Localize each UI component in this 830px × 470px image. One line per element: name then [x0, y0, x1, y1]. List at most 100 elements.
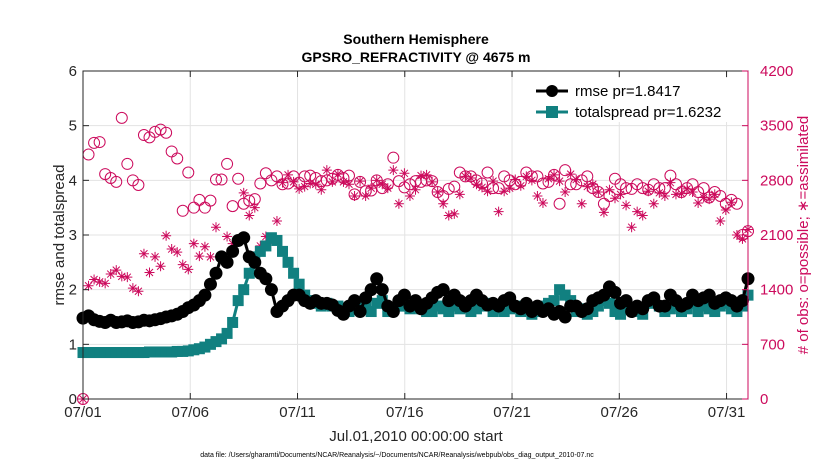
- y2-tick-label: 4200: [760, 63, 793, 80]
- assimilated-obs-marker: [693, 197, 704, 208]
- chart-title-line-1: Southern Hemisphere: [343, 31, 489, 47]
- assimilated-obs-marker: [83, 280, 94, 291]
- data-file-footnote: data file: /Users/gharamti/Documents/NCA…: [200, 452, 594, 459]
- assimilated-obs-marker: [526, 175, 537, 186]
- assimilated-obs-marker: [593, 187, 604, 198]
- assimilated-obs-marker: [438, 198, 449, 209]
- assimilated-obs-marker: [205, 251, 216, 262]
- possible-obs-marker: [121, 157, 134, 170]
- spread-marker: [149, 346, 161, 358]
- y-tick-label: 5: [69, 118, 77, 135]
- assimilated-obs-marker: [321, 165, 332, 176]
- possible-obs-marker: [403, 178, 416, 191]
- x-tick-label: 07/01: [64, 404, 102, 421]
- y2-tick-label: 3500: [760, 118, 793, 135]
- spread-marker: [277, 245, 288, 257]
- spread-marker: [271, 234, 283, 246]
- assimilated-obs-marker: [133, 286, 144, 297]
- spread-marker: [132, 347, 144, 359]
- assimilated-obs-marker: [571, 174, 582, 185]
- possible-obs-marker: [182, 166, 195, 179]
- x-axis-label: Jul.01,2010 00:00:00 start: [329, 428, 503, 445]
- assimilated-obs-marker: [715, 215, 726, 226]
- rmse-marker: [436, 283, 450, 297]
- x-tick-label: 07/31: [708, 404, 746, 421]
- assimilated-obs-marker: [116, 271, 127, 282]
- possible-obs-marker: [110, 175, 123, 188]
- spread-marker: [603, 297, 615, 309]
- assimilated-obs-marker: [427, 176, 438, 187]
- assimilated-obs-marker: [305, 178, 316, 189]
- assimilated-obs-marker: [604, 184, 615, 195]
- assimilated-obs-marker: [477, 182, 487, 193]
- spread-marker: [548, 295, 560, 307]
- spread-marker: [615, 308, 627, 320]
- y-tick-label: 3: [69, 227, 77, 244]
- rmse-marker: [370, 272, 384, 286]
- spread-marker: [443, 306, 455, 318]
- spread-marker: [709, 306, 721, 318]
- rmse-marker: [353, 305, 367, 319]
- assimilated-obs-marker: [499, 186, 510, 197]
- y2-tick-label: 700: [760, 336, 785, 353]
- x-tick-label: 07/06: [171, 404, 209, 421]
- assimilated-obs-marker: [299, 181, 310, 192]
- legend: rmse pr=1.8417 totalspread pr=1.6232: [530, 78, 745, 122]
- assimilated-obs-marker: [465, 172, 476, 183]
- possible-obs-marker: [620, 182, 633, 195]
- assimilated-obs-marker: [488, 176, 499, 187]
- possible-obs-marker: [226, 200, 239, 213]
- spread-marker: [365, 306, 377, 318]
- rmse-marker: [209, 266, 223, 280]
- assimilated-obs-marker: [283, 169, 294, 180]
- possible-obs-marker: [210, 173, 222, 186]
- assimilated-obs-marker: [355, 176, 366, 187]
- legend-rmse-marker: [546, 85, 558, 97]
- y2-axis-label: # of obs: o=possible; ∗=assimilated: [795, 116, 812, 355]
- assimilated-obs-marker: [460, 171, 471, 182]
- assimilated-obs-marker: [709, 189, 720, 200]
- assimilated-obs-marker: [332, 169, 343, 180]
- possible-obs-marker: [254, 177, 267, 190]
- assimilated-obs-marker: [482, 186, 493, 197]
- rmse-marker: [658, 299, 672, 313]
- assimilated-obs-marker: [271, 215, 282, 226]
- assimilated-obs-marker: [166, 244, 177, 255]
- assimilated-obs-marker: [704, 194, 715, 205]
- y2-tick-label: 2800: [760, 172, 793, 189]
- assimilated-obs-marker: [382, 183, 393, 194]
- assimilated-obs-marker: [537, 197, 548, 208]
- assimilated-obs-marker: [150, 251, 161, 262]
- assimilated-obs-marker: [626, 222, 637, 233]
- possible-obs-marker: [154, 123, 167, 136]
- assimilated-obs-marker: [260, 231, 271, 242]
- y-tick-label: 1: [69, 336, 77, 353]
- spread-marker: [692, 306, 704, 318]
- assimilated-obs-marker: [421, 169, 432, 180]
- assimilated-obs-marker: [659, 190, 670, 201]
- rmse-marker: [248, 255, 262, 269]
- y-tick-label: 4: [69, 172, 77, 189]
- assimilated-obs-marker: [543, 173, 554, 184]
- assimilated-obs-marker: [532, 190, 543, 201]
- assimilated-obs-marker: [194, 251, 205, 262]
- assimilated-obs-marker: [648, 198, 659, 209]
- rmse-marker: [735, 294, 749, 308]
- spread-marker: [216, 333, 228, 345]
- assimilated-obs-marker: [161, 230, 172, 241]
- spread-marker: [88, 347, 100, 359]
- spread-marker: [282, 256, 294, 268]
- assimilated-obs-marker: [549, 169, 560, 180]
- possible-obs-marker: [481, 166, 494, 179]
- rmse-marker: [608, 285, 622, 299]
- assimilated-obs-marker: [238, 187, 249, 198]
- possible-obs-marker: [237, 197, 250, 210]
- spread-marker: [293, 278, 305, 290]
- rmse-marker: [220, 255, 234, 269]
- assimilated-obs-marker: [416, 170, 427, 181]
- x-tick-label: 07/26: [601, 404, 639, 421]
- assimilated-obs-marker: [632, 206, 643, 217]
- spread-marker: [288, 267, 300, 279]
